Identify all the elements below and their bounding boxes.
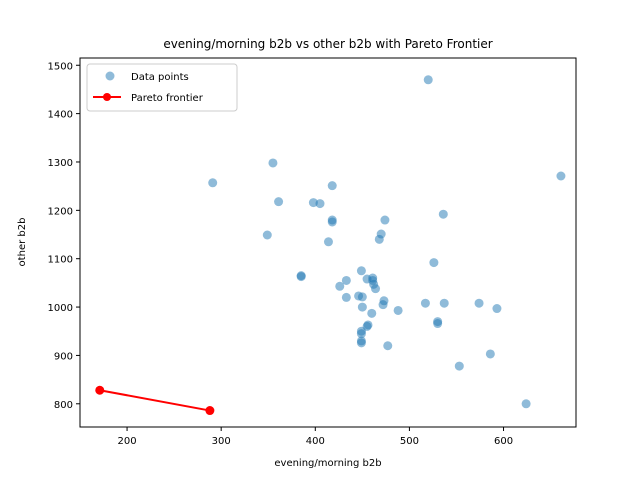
y-tick-label: 800 — [54, 400, 73, 411]
data-point — [308, 198, 318, 208]
data-point — [474, 298, 484, 308]
data-point — [439, 298, 449, 308]
chart-title: evening/morning b2b vs other b2b with Pa… — [163, 37, 492, 51]
y-tick-label: 1000 — [48, 303, 73, 314]
data-point — [367, 308, 377, 318]
data-point — [371, 284, 381, 294]
data-point — [423, 75, 433, 85]
legend-label-data-points: Data points — [131, 72, 189, 83]
data-point — [356, 329, 366, 339]
y-tick-label: 1400 — [48, 110, 73, 121]
data-point — [327, 181, 337, 191]
data-point — [420, 298, 430, 308]
x-axis-title: evening/morning b2b — [274, 458, 381, 469]
data-point — [454, 361, 464, 371]
y-tick-label: 1200 — [48, 206, 73, 217]
data-point — [323, 237, 333, 247]
data-point — [556, 171, 566, 181]
data-point — [296, 272, 306, 282]
data-point — [485, 349, 495, 359]
data-point — [521, 399, 531, 409]
data-point — [208, 178, 218, 188]
x-tick-label: 500 — [400, 436, 419, 447]
legend-box — [86, 63, 238, 112]
data-point — [341, 275, 351, 285]
data-point — [429, 258, 439, 268]
data-point — [356, 338, 366, 348]
data-point — [393, 305, 403, 315]
y-tick-label: 1300 — [48, 158, 73, 169]
x-tick-label: 400 — [306, 436, 325, 447]
data-point — [357, 292, 367, 302]
data-point — [380, 215, 390, 225]
x-tick-label: 600 — [494, 436, 513, 447]
legend-marker-pareto-frontier — [103, 93, 111, 101]
data-point — [341, 292, 351, 302]
legend: Data points Pareto frontier — [86, 63, 238, 112]
y-tick-label: 1500 — [48, 61, 73, 72]
legend-marker-data-points — [105, 71, 115, 81]
data-point — [356, 266, 366, 276]
legend-label-pareto-frontier: Pareto frontier — [131, 93, 204, 104]
data-point — [327, 217, 337, 227]
data-point — [262, 230, 272, 240]
x-tick-label: 300 — [212, 436, 231, 447]
data-point — [492, 304, 502, 314]
data-point — [268, 158, 278, 168]
axes: 200 300 400 500 600 800 900 1000 1100 1200 1300 140… — [48, 61, 514, 447]
data-point — [335, 281, 345, 291]
y-axis-title: other b2b — [17, 218, 28, 267]
data-point — [376, 229, 386, 239]
data-point — [315, 199, 325, 209]
data-point — [438, 209, 448, 219]
data-point — [357, 302, 367, 312]
data-point — [433, 319, 443, 329]
y-tick-label: 1100 — [48, 255, 73, 266]
pareto-frontier-point — [205, 406, 215, 416]
pareto-frontier-point — [95, 385, 105, 395]
data-point — [378, 300, 388, 310]
x-tick-label: 200 — [118, 436, 137, 447]
data-point — [274, 197, 284, 207]
pareto-frontier-line — [99, 389, 211, 412]
y-tick-label: 900 — [54, 351, 73, 362]
plot-area — [95, 75, 566, 416]
data-point — [383, 341, 393, 351]
plot-frame — [79, 57, 577, 428]
